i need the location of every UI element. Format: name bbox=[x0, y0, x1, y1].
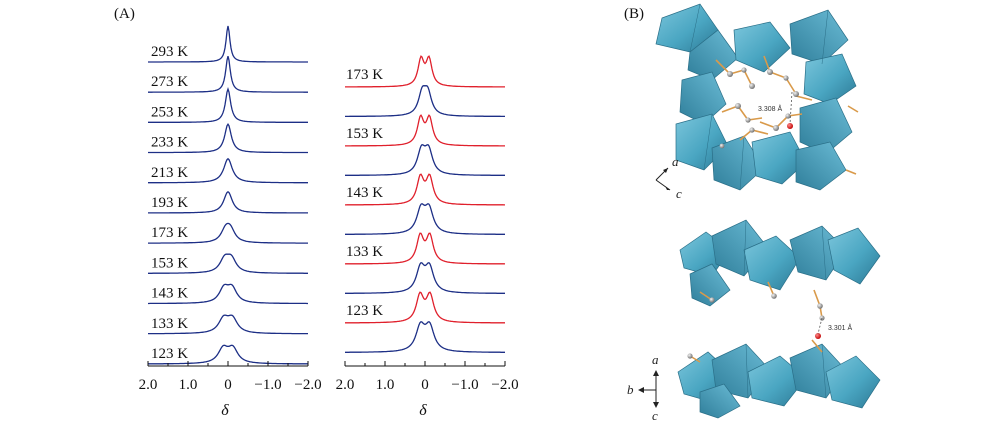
left-x-axis: 2.0 1.0 0 −1.0 −2.0 bbox=[139, 361, 322, 393]
temperature-label: 143 K bbox=[346, 185, 383, 201]
spectrum-line-right-9 bbox=[345, 320, 505, 353]
temperature-label: 143 K bbox=[151, 286, 188, 302]
axis-b-bottom: b bbox=[627, 382, 634, 397]
spectrum-line-left-2 bbox=[148, 87, 308, 123]
x-tick-label: 0 bbox=[421, 377, 429, 393]
axis-a-bottom: a bbox=[652, 352, 659, 367]
temperature-label: 293 K bbox=[151, 44, 188, 60]
spectrum-line-left-4 bbox=[148, 157, 308, 184]
temperature-label: 153 K bbox=[151, 255, 188, 271]
x-tick-label: 2.0 bbox=[336, 377, 355, 393]
spectrum-line-left-6 bbox=[148, 222, 308, 244]
spectrum-line-right-4 bbox=[345, 173, 505, 206]
temperature-label: 123 K bbox=[151, 346, 188, 362]
temperature-label: 253 K bbox=[151, 104, 188, 120]
temperature-label: 153 K bbox=[346, 126, 383, 142]
panel-b-label: (B) bbox=[624, 6, 644, 22]
left-x-axis-title: δ bbox=[221, 402, 229, 419]
x-tick-label: −2.0 bbox=[491, 377, 518, 393]
spectrum-line-left-9 bbox=[148, 314, 308, 335]
axis-c-top: c bbox=[676, 186, 682, 201]
spectrum-line-left-0 bbox=[148, 25, 308, 63]
spectrum-line-right-2 bbox=[345, 114, 505, 147]
spectrum-line-right-0 bbox=[345, 55, 505, 88]
spectrum-line-left-8 bbox=[148, 283, 308, 305]
axis-c-bottom: c bbox=[652, 408, 658, 423]
axis-a-top: a bbox=[672, 154, 679, 169]
right-spectra-stack: 173 K 153 K 143 K 133 K 123 K bbox=[344, 55, 506, 353]
panel-a-label: (A) bbox=[114, 6, 135, 22]
spectrum-line-right-1 bbox=[345, 85, 505, 118]
temperature-label: 213 K bbox=[151, 165, 188, 181]
temperature-label: 123 K bbox=[346, 303, 383, 319]
spectrum-line-right-7 bbox=[345, 261, 505, 294]
temperature-label: 133 K bbox=[346, 244, 383, 260]
x-tick-label: 0 bbox=[224, 377, 232, 393]
spectrum-line-right-6 bbox=[344, 232, 506, 265]
distance-label-bottom: 3.301 Å bbox=[828, 323, 852, 332]
x-tick-label: −2.0 bbox=[294, 377, 321, 393]
spectrum-line-right-3 bbox=[345, 143, 505, 176]
spectrum-line-left-3 bbox=[148, 122, 308, 154]
temperature-label: 273 K bbox=[151, 74, 188, 90]
temperature-label: 173 K bbox=[346, 67, 383, 83]
crystal-axes-bottom: a b c bbox=[627, 352, 659, 423]
spectrum-line-right-5 bbox=[345, 202, 505, 235]
spectrum-line-left-7 bbox=[148, 253, 308, 274]
right-x-axis-title: δ bbox=[419, 402, 427, 419]
crystal-structure-top: 3.308 Å a c bbox=[655, 3, 859, 201]
left-spectra-stack: 293 K 273 K 253 K 233 K 213 K 193 K 173 K 153 K… bbox=[148, 25, 308, 365]
spectrum-line-left-10 bbox=[148, 344, 308, 365]
x-tick-label: −1.0 bbox=[451, 377, 478, 393]
distance-label-top: 3.308 Å bbox=[758, 104, 782, 113]
x-tick-label: −1.0 bbox=[254, 377, 281, 393]
crystal-structure-bottom: 3.301 Å a b c bbox=[627, 219, 881, 423]
x-tick-label: 2.0 bbox=[139, 377, 158, 393]
x-tick-label: 1.0 bbox=[376, 377, 395, 393]
temperature-label: 173 K bbox=[151, 225, 188, 241]
spectrum-line-left-5 bbox=[148, 190, 308, 214]
x-tick-label: 1.0 bbox=[179, 377, 198, 393]
spectrum-line-left-1 bbox=[148, 56, 308, 93]
crystal-axes-top: a c bbox=[655, 154, 682, 201]
temperature-label: 133 K bbox=[151, 316, 188, 332]
temperature-label: 233 K bbox=[151, 135, 188, 151]
right-x-axis: 2.0 1.0 0 −1.0 −2.0 bbox=[336, 361, 519, 393]
spectrum-line-right-8 bbox=[345, 291, 505, 324]
temperature-label: 193 K bbox=[151, 195, 188, 211]
